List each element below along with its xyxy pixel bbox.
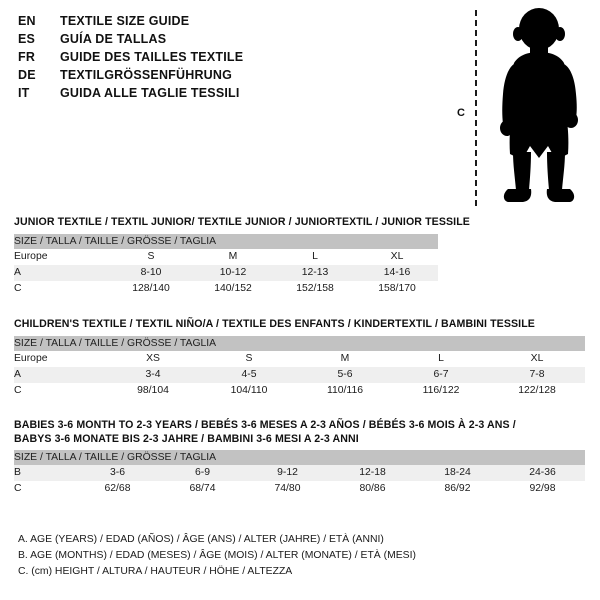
table-cell: M (297, 350, 393, 367)
table-cell: 5-6 (297, 366, 393, 383)
table-row: C 62/68 68/74 74/80 80/86 86/92 92/98 (14, 481, 585, 497)
table-cell: 92/98 (500, 481, 585, 497)
legend-item-c: C. (cm) HEIGHT / ALTURA / HAUTEUR / HÖHE… (18, 566, 293, 577)
language-row-es: ES GUÍA DE TALLAS (18, 30, 438, 48)
table-header-row: SIZE / TALLA / TAILLE / GRÖSSE / TAGLIA (14, 233, 439, 249)
table-row: A 3-4 4-5 5-6 6-7 7-8 (14, 366, 585, 383)
table-cell: 140/152 (192, 280, 274, 297)
row-label: B (14, 465, 75, 481)
table-cell: XL (489, 350, 585, 367)
section-title-line1: BABIES 3-6 MONTH TO 2-3 YEARS / BEBÉS 3-… (14, 419, 516, 431)
table-cell: 8-10 (110, 264, 192, 281)
table-cell: 3-4 (105, 366, 201, 383)
table-cell: 14-16 (356, 264, 439, 281)
table-cell: 116/122 (393, 382, 489, 399)
height-illustration: C (448, 4, 596, 209)
row-label: Europe (14, 248, 110, 265)
table-cell: 18-24 (415, 465, 500, 481)
language-title: TEXTILGRÖSSENFÜHRUNG (60, 68, 233, 82)
table-header-row: SIZE / TALLA / TAILLE / GRÖSSE / TAGLIA (14, 450, 585, 465)
table-cell: 122/128 (489, 382, 585, 399)
table-cell: 104/110 (201, 382, 297, 399)
language-row-en: EN TEXTILE SIZE GUIDE (18, 12, 438, 30)
table-cell: 12-13 (274, 264, 356, 281)
babies-size-table: SIZE / TALLA / TAILLE / GRÖSSE / TAGLIA … (14, 450, 585, 497)
table-cell: 10-12 (192, 264, 274, 281)
column-header-label: SIZE / TALLA / TAILLE / GRÖSSE / TAGLIA (14, 335, 585, 351)
row-label: C (14, 280, 110, 297)
table-cell: 62/68 (75, 481, 160, 497)
language-title: GUIDE DES TAILLES TEXTILE (60, 50, 244, 64)
language-row-de: DE TEXTILGRÖSSENFÜHRUNG (18, 66, 438, 84)
table-cell: S (110, 248, 192, 265)
table-cell: 80/86 (330, 481, 415, 497)
row-label: C (14, 481, 75, 497)
language-code: ES (18, 32, 36, 46)
table-cell: M (192, 248, 274, 265)
table-cell: 6-9 (160, 465, 245, 481)
language-code: EN (18, 14, 36, 28)
row-label: C (14, 382, 105, 399)
size-section-children: CHILDREN'S TEXTILE / TEXTIL NIÑO/A / TEX… (14, 318, 585, 399)
height-measure-dashed-line (475, 10, 477, 206)
table-cell: XL (356, 248, 439, 265)
children-size-table: SIZE / TALLA / TAILLE / GRÖSSE / TAGLIA … (14, 335, 585, 399)
legend-item-b: B. AGE (MONTHS) / EDAD (MESES) / ÂGE (MO… (18, 550, 416, 561)
table-row: B 3-6 6-9 9-12 12-18 18-24 24-36 (14, 465, 585, 481)
row-label: A (14, 264, 110, 281)
table-row: Europe S M L XL (14, 248, 439, 265)
table-row: A 8-10 10-12 12-13 14-16 (14, 264, 439, 281)
table-row: C 128/140 140/152 152/158 158/170 (14, 280, 439, 297)
table-cell: 68/74 (160, 481, 245, 497)
size-section-babies: BABIES 3-6 MONTH TO 2-3 YEARS / BEBÉS 3-… (14, 419, 585, 497)
row-label: Europe (14, 350, 105, 367)
language-row-fr: FR GUIDE DES TAILLES TEXTILE (18, 48, 438, 66)
language-code: DE (18, 68, 36, 82)
table-cell: 98/104 (105, 382, 201, 399)
table-cell: 7-8 (489, 366, 585, 383)
table-cell: 6-7 (393, 366, 489, 383)
legend-item-a: A. AGE (YEARS) / EDAD (AÑOS) / ÂGE (ANS)… (18, 534, 384, 545)
height-measure-label: C (457, 107, 465, 119)
column-header-label: SIZE / TALLA / TAILLE / GRÖSSE / TAGLIA (14, 450, 585, 465)
language-code: FR (18, 50, 36, 64)
language-code: IT (18, 86, 30, 100)
table-cell: 86/92 (415, 481, 500, 497)
junior-size-table: SIZE / TALLA / TAILLE / GRÖSSE / TAGLIA … (14, 233, 439, 297)
table-cell: S (201, 350, 297, 367)
table-cell: 3-6 (75, 465, 160, 481)
table-cell: L (274, 248, 356, 265)
table-header-row: SIZE / TALLA / TAILLE / GRÖSSE / TAGLIA (14, 335, 585, 351)
table-cell: 9-12 (245, 465, 330, 481)
language-row-it: IT GUIDA ALLE TAGLIE TESSILI (18, 84, 438, 102)
table-cell: L (393, 350, 489, 367)
size-section-junior: JUNIOR TEXTILE / TEXTIL JUNIOR/ TEXTILE … (14, 216, 470, 297)
table-row: C 98/104 104/110 110/116 116/122 122/128 (14, 382, 585, 399)
legend: A. AGE (YEARS) / EDAD (AÑOS) / ÂGE (ANS)… (18, 532, 578, 580)
section-title: JUNIOR TEXTILE / TEXTIL JUNIOR/ TEXTILE … (14, 216, 470, 228)
table-cell: 158/170 (356, 280, 439, 297)
table-cell: XS (105, 350, 201, 367)
table-row: Europe XS S M L XL (14, 350, 585, 367)
column-header-label: SIZE / TALLA / TAILLE / GRÖSSE / TAGLIA (14, 233, 439, 249)
section-title: CHILDREN'S TEXTILE / TEXTIL NIÑO/A / TEX… (14, 318, 535, 330)
table-cell: 128/140 (110, 280, 192, 297)
table-cell: 74/80 (245, 481, 330, 497)
table-cell: 4-5 (201, 366, 297, 383)
language-title-list: EN TEXTILE SIZE GUIDE ES GUÍA DE TALLAS … (18, 12, 438, 102)
language-title: GUIDA ALLE TAGLIE TESSILI (60, 86, 240, 100)
table-cell: 12-18 (330, 465, 415, 481)
language-title: GUÍA DE TALLAS (60, 32, 167, 46)
language-title: TEXTILE SIZE GUIDE (60, 14, 190, 28)
toddler-silhouette-icon (500, 8, 578, 202)
row-label: A (14, 366, 105, 383)
table-cell: 110/116 (297, 382, 393, 399)
section-title-line2: BABYS 3-6 MONATE BIS 2-3 JAHRE / BAMBINI… (14, 432, 359, 445)
table-cell: 152/158 (274, 280, 356, 297)
table-cell: 24-36 (500, 465, 585, 481)
